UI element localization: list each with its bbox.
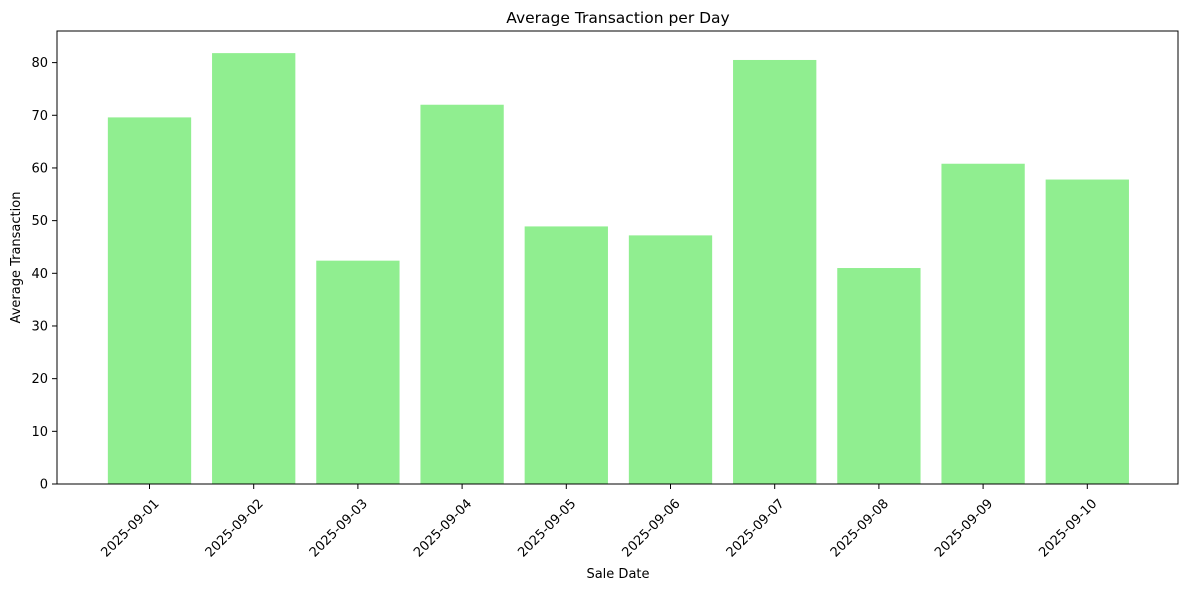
bar-2025-09-01 [107,117,192,484]
bar-2025-09-02 [212,53,296,485]
x-axis-title: Sale Date [586,567,649,582]
bar-2025-09-08 [837,268,921,484]
y-tick-label: 80 [31,56,48,71]
y-tick-label: 40 [31,267,48,282]
y-tick-label: 70 [31,109,48,124]
bar-2025-09-04 [420,104,504,485]
y-tick-label: 30 [31,319,48,334]
y-axis: 0 10 20 30 40 50 60 70 80 [31,56,57,493]
y-axis-title: Average Transaction [9,192,24,324]
bar-2025-09-10 [1045,179,1129,485]
bar-2025-09-05 [524,226,608,485]
y-tick-label: 10 [31,425,48,440]
bar-2025-09-09 [941,163,1025,485]
y-tick-label: 60 [31,161,48,176]
plot-frame [56,30,1179,485]
y-tick-label: 20 [31,372,48,387]
chart-title: Average Transaction per Day [506,9,729,27]
bar-2025-09-03 [316,260,400,484]
bar-2025-09-07 [733,59,817,484]
y-tick-label: 0 [40,478,48,493]
bars-layer [107,53,1129,485]
bar-2025-09-06 [628,235,713,484]
y-tick-label: 50 [31,214,48,229]
